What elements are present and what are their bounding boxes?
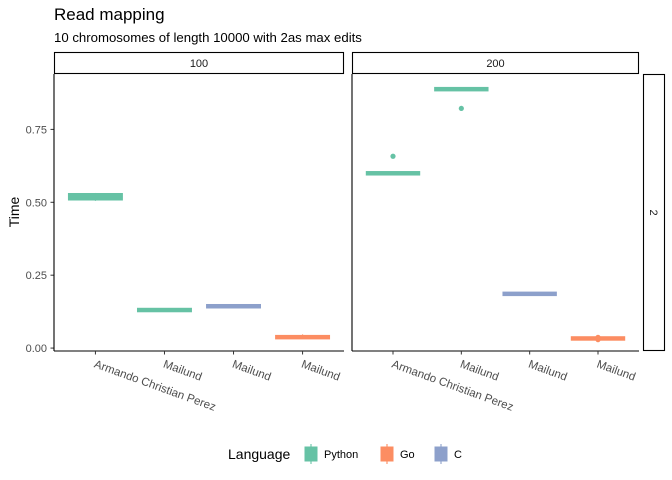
facet-strip-label: 100 [190,58,208,70]
x-tick-label: Mailund [527,359,569,384]
facet-strip [53,51,345,75]
y-tick-label: 0.00 [26,343,47,355]
y-axis-title: Time [6,196,22,227]
facet-row-strip-label: 2 [647,209,659,215]
legend-key-box [380,446,394,462]
box-outlier [390,153,396,159]
chart-title: Read mapping [54,5,165,24]
facet-strip [351,51,640,75]
legend-label: Go [400,449,415,461]
x-tick-label: Armando Christian Perez [92,359,217,414]
legend-title: Language [228,446,291,462]
y-tick-label: 0.75 [26,124,47,136]
box-outlier [458,105,464,112]
facet-strip-label: 200 [486,58,504,70]
chart-marks: 0.00 0.25 0.50 0.75 100 Armando Christian Per… [26,51,666,464]
chart-subtitle: 10 chromosomes of length 10000 with 2as … [54,30,362,45]
box-outlier [595,334,601,340]
legend-label: C [454,449,462,461]
legend-key-box [304,446,318,462]
x-tick-label: Mailund [300,359,342,384]
x-tick-label: Mailund [595,359,637,384]
legend-label: Python [324,449,358,461]
facet-row-strip [642,73,666,352]
x-tick-label: Mailund [458,359,500,384]
y-tick-label: 0.25 [26,270,47,282]
x-tick-label: Armando Christian Perez [390,359,515,414]
x-tick-label: Mailund [161,359,203,384]
x-tick-label: Mailund [230,359,272,384]
legend-key-box [434,446,448,462]
y-tick-label: 0.50 [26,197,47,209]
